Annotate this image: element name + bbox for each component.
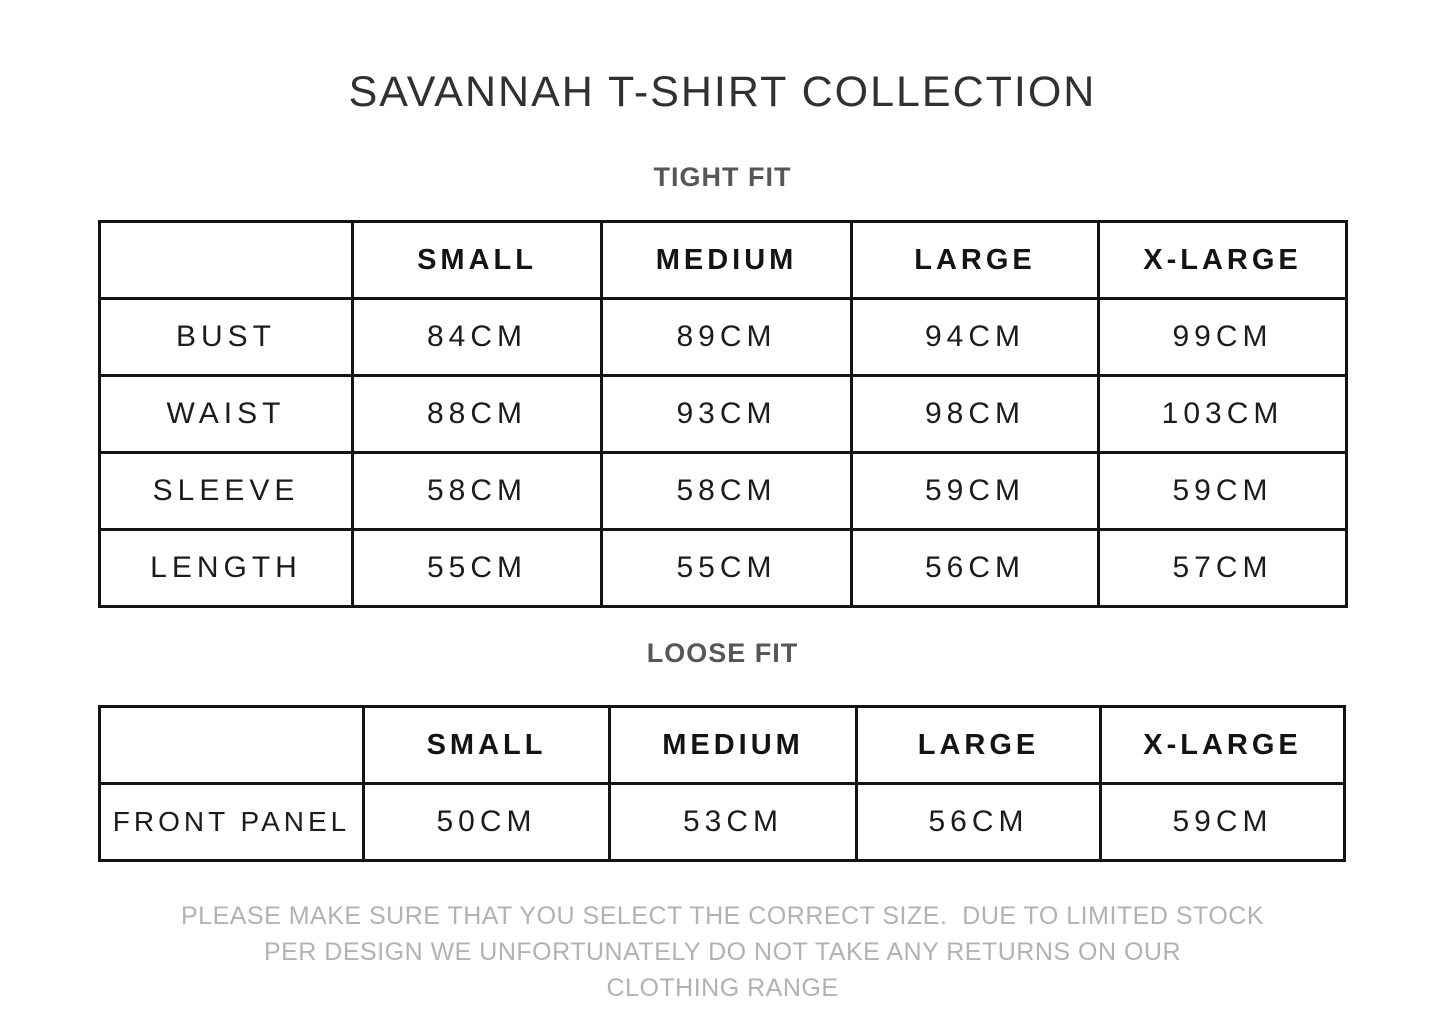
column-header-x-large: X-LARGE xyxy=(1097,220,1348,300)
table-header-row: SMALL MEDIUM LARGE X-LARGE xyxy=(98,705,1346,785)
table-row-length: LENGTH 55CM 55CM 56CM 57CM xyxy=(98,528,1348,608)
cell-sleeve-large: 59CM xyxy=(850,451,1100,531)
cell-length-medium: 55CM xyxy=(600,528,853,608)
table-row-bust: BUST 84CM 89CM 94CM 99CM xyxy=(98,297,1348,377)
loose-fit-table: SMALL MEDIUM LARGE X-LARGE FRONT PANEL 5… xyxy=(98,705,1346,862)
note-line-1: PLEASE MAKE SURE THAT YOU SELECT THE COR… xyxy=(180,902,1265,930)
row-label-length: LENGTH xyxy=(98,528,354,608)
cell-front-panel-medium: 53CM xyxy=(608,782,858,862)
size-disclaimer-note: PLEASE MAKE SURE THAT YOU SELECT THE COR… xyxy=(0,898,1445,1006)
cell-bust-x-large: 99CM xyxy=(1097,297,1348,377)
row-label-sleeve: SLEEVE xyxy=(98,451,354,531)
cell-sleeve-x-large: 59CM xyxy=(1097,451,1348,531)
cell-front-panel-x-large: 59CM xyxy=(1099,782,1346,862)
page-title: SAVANNAH T-SHIRT COLLECTION xyxy=(348,68,1097,116)
cell-waist-large: 98CM xyxy=(850,374,1100,454)
section-label-loose-fit: LOOSE FIT xyxy=(646,638,799,668)
cell-waist-small: 88CM xyxy=(351,374,603,454)
cell-waist-x-large: 103CM xyxy=(1097,374,1348,454)
table-row-front-panel: FRONT PANEL 50CM 53CM 56CM 59CM xyxy=(98,782,1346,862)
column-header-medium: MEDIUM xyxy=(600,220,853,300)
cell-sleeve-small: 58CM xyxy=(351,451,603,531)
column-header-small: SMALL xyxy=(362,705,611,785)
column-header-large: LARGE xyxy=(850,220,1100,300)
row-label-front-panel: FRONT PANEL xyxy=(98,782,365,862)
column-header-medium: MEDIUM xyxy=(608,705,858,785)
cell-sleeve-medium: 58CM xyxy=(600,451,853,531)
cell-front-panel-small: 50CM xyxy=(362,782,611,862)
cell-bust-medium: 89CM xyxy=(600,297,853,377)
cell-length-small: 55CM xyxy=(351,528,603,608)
row-label-bust: BUST xyxy=(98,297,354,377)
cell-bust-large: 94CM xyxy=(850,297,1100,377)
column-header-blank xyxy=(98,705,365,785)
cell-length-x-large: 57CM xyxy=(1097,528,1348,608)
note-line-3: CLOTHING RANGE xyxy=(606,974,839,1002)
cell-waist-medium: 93CM xyxy=(600,374,853,454)
table-row-sleeve: SLEEVE 58CM 58CM 59CM 59CM xyxy=(98,451,1348,531)
cell-length-large: 56CM xyxy=(850,528,1100,608)
cell-bust-small: 84CM xyxy=(351,297,603,377)
section-label-tight-fit: TIGHT FIT xyxy=(653,162,792,192)
note-line-2: PER DESIGN WE UNFORTUNATELY DO NOT TAKE … xyxy=(263,938,1182,966)
table-header-row: SMALL MEDIUM LARGE X-LARGE xyxy=(98,220,1348,300)
table-row-waist: WAIST 88CM 93CM 98CM 103CM xyxy=(98,374,1348,454)
column-header-small: SMALL xyxy=(351,220,603,300)
column-header-large: LARGE xyxy=(855,705,1102,785)
column-header-x-large: X-LARGE xyxy=(1099,705,1346,785)
row-label-waist: WAIST xyxy=(98,374,354,454)
tight-fit-table: SMALL MEDIUM LARGE X-LARGE BUST 84CM 89C… xyxy=(98,220,1348,608)
cell-front-panel-large: 56CM xyxy=(855,782,1102,862)
column-header-blank xyxy=(98,220,354,300)
